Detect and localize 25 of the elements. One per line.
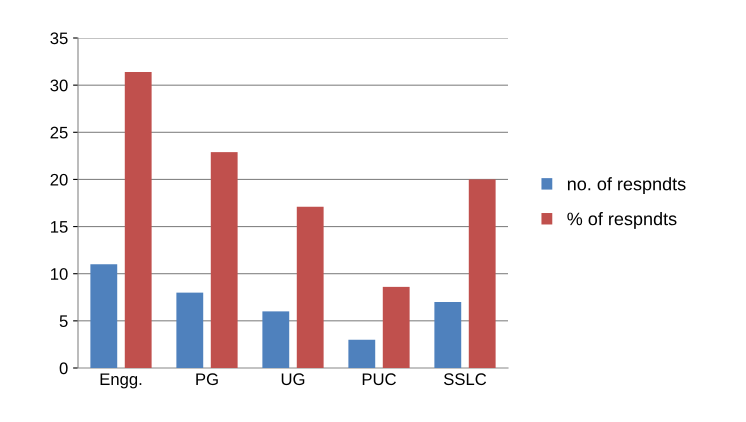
legend-label: % of respndts [567, 212, 676, 229]
y-tick-label: 20 [50, 174, 68, 186]
y-tick-label: 35 [50, 32, 68, 44]
legend-label: no. of respndts [568, 177, 686, 194]
x-tick-label: SSLC [444, 373, 486, 386]
y-tick-label: 25 [50, 126, 68, 138]
x-tick-label: PUC [362, 373, 396, 386]
bar [124, 72, 152, 368]
bar [468, 179, 496, 368]
bar [348, 340, 376, 368]
bar [382, 286, 410, 368]
bar [90, 264, 118, 368]
y-tick-label: 30 [50, 80, 68, 92]
x-tick-label: UG [282, 373, 304, 386]
y-tick-label: 10 [51, 268, 68, 280]
bar [210, 152, 238, 368]
y-tick-label: 5 [60, 315, 68, 328]
bar [434, 302, 462, 368]
bar [296, 206, 324, 368]
bar [176, 292, 204, 368]
y-tick-label: 15 [51, 221, 68, 233]
x-tick-label: PG [196, 373, 218, 386]
x-tick-label: Engg. [100, 373, 142, 388]
bar [262, 311, 290, 368]
y-tick-label: 0 [60, 362, 68, 374]
